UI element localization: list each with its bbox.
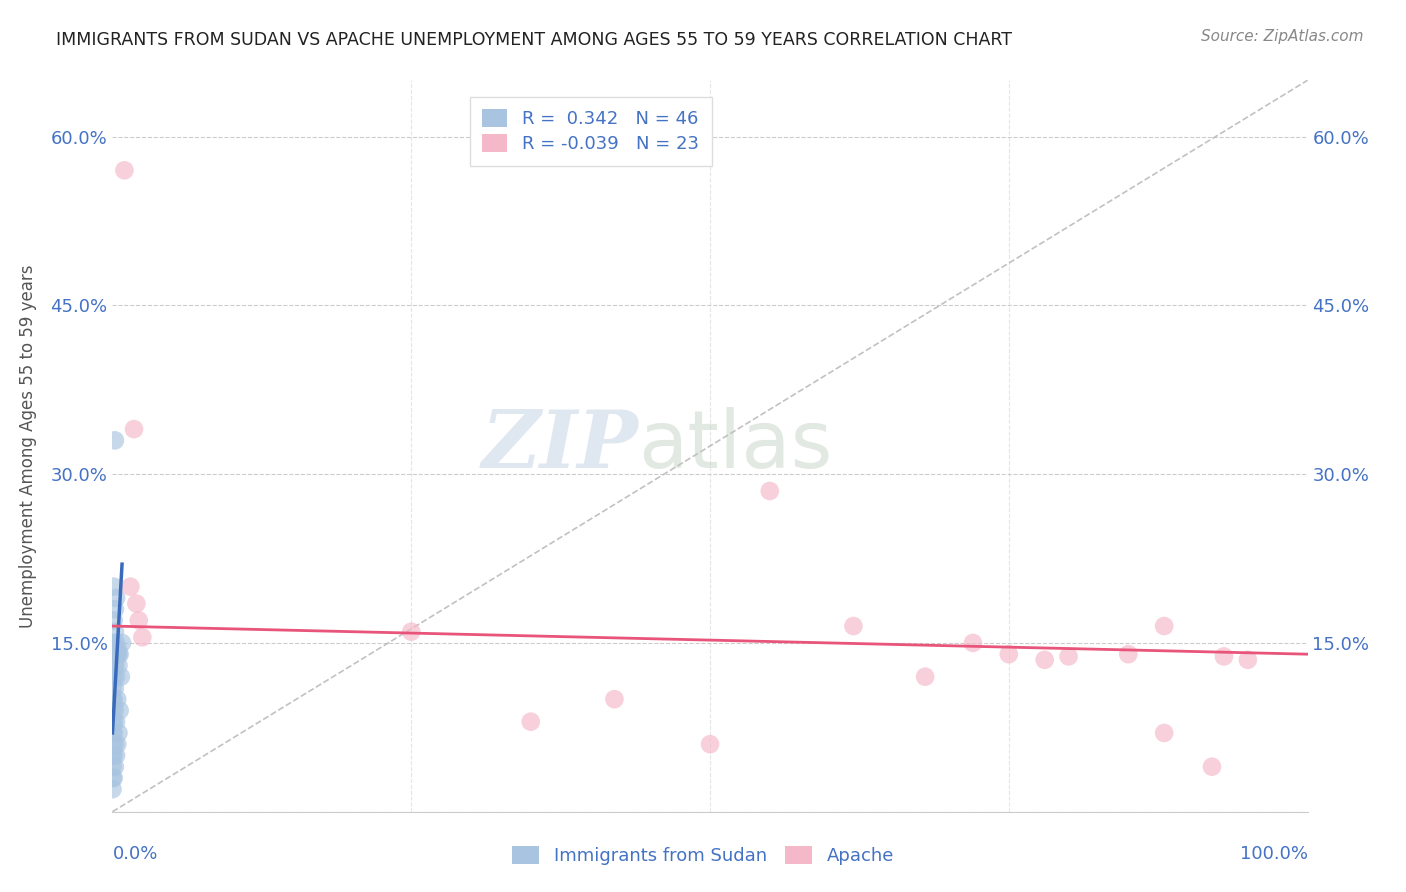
Point [120,580,142,594]
Text: IMMIGRANTS FROM SUDAN VS APACHE UNEMPLOYMENT AMONG AGES 55 TO 59 YEARS CORRELATI: IMMIGRANTS FROM SUDAN VS APACHE UNEMPLOY… [56,31,1012,49]
Point [105,636,128,650]
Point [603,692,626,706]
Point [101,714,124,729]
Point [103,714,125,729]
Point [105,647,128,661]
Point [962,636,984,650]
Point [759,483,782,498]
Point [101,726,124,740]
Point [105,647,128,661]
Point [131,630,153,644]
Point [1237,653,1260,667]
Text: 0.0%: 0.0% [112,845,157,863]
Point [107,658,129,673]
Point [108,703,131,717]
Point [105,641,128,656]
Point [105,748,128,763]
Point [103,580,125,594]
Point [699,737,721,751]
Legend: R =  0.342   N = 46, R = -0.039   N = 23: R = 0.342 N = 46, R = -0.039 N = 23 [470,96,711,166]
Point [101,692,124,706]
Text: ZIP: ZIP [481,408,638,484]
Point [107,647,129,661]
Point [101,782,124,797]
Point [101,737,124,751]
Point [1057,649,1080,664]
Point [104,434,127,448]
Text: Source: ZipAtlas.com: Source: ZipAtlas.com [1201,29,1364,44]
Point [1033,653,1056,667]
Point [1118,647,1140,661]
Point [105,670,128,684]
Point [108,647,131,661]
Point [103,636,125,650]
Point [110,670,132,684]
Point [101,760,124,774]
Point [842,619,865,633]
Point [107,726,129,740]
Point [103,647,125,661]
Point [128,614,150,628]
Point [104,658,127,673]
Text: 100.0%: 100.0% [1240,845,1308,863]
Point [114,163,135,178]
Point [104,703,127,717]
Point [104,658,127,673]
Point [101,703,124,717]
Point [103,771,125,785]
Point [101,681,124,695]
Point [125,597,148,611]
Point [101,748,124,763]
Y-axis label: Unemployment Among Ages 55 to 59 years: Unemployment Among Ages 55 to 59 years [18,264,37,628]
Point [104,602,127,616]
Point [122,422,145,436]
Point [1213,649,1236,664]
Point [104,737,127,751]
Point [105,591,128,605]
Point [103,748,125,763]
Point [103,614,125,628]
Point [105,692,128,706]
Point [1201,760,1223,774]
Legend: Immigrants from Sudan, Apache: Immigrants from Sudan, Apache [505,839,901,872]
Point [998,647,1021,661]
Point [101,771,124,785]
Point [914,670,936,684]
Point [104,681,127,695]
Point [1153,619,1175,633]
Point [103,670,125,684]
Point [105,714,128,729]
Point [401,624,423,639]
Point [1153,726,1175,740]
Point [103,692,125,706]
Text: atlas: atlas [638,407,832,485]
Point [111,636,134,650]
Point [104,624,127,639]
Point [520,714,543,729]
Point [103,726,125,740]
Point [104,760,127,774]
Point [105,737,128,751]
